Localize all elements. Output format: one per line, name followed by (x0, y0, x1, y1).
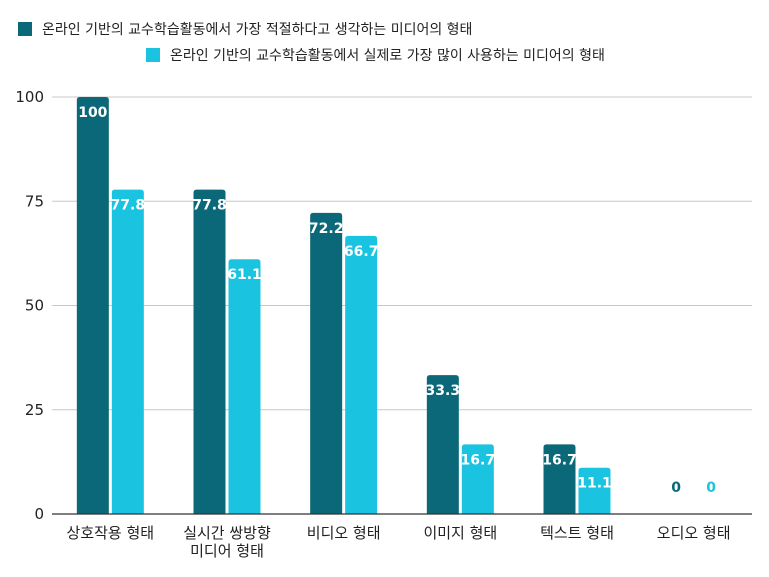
legend: 온라인 기반의 교수학습활동에서 가장 적절하다고 생각하는 미디어의 형태온라… (18, 22, 605, 64)
x-tick-label-2: 실시간 쌍방향 미디어 형태 (183, 524, 271, 560)
data-label-series2-cat3: 66.7 (344, 244, 379, 260)
bar-series1-cat1 (76, 97, 109, 514)
data-label-series1-cat2: 77.8 (192, 198, 227, 214)
data-label-series2-cat6: 0 (706, 480, 716, 496)
x-tick-label-1: 상호작용 형태 (67, 524, 155, 542)
bar-series2-cat3 (345, 235, 378, 514)
legend-label-1: 온라인 기반의 교수학습활동에서 가장 적절하다고 생각하는 미디어의 형태 (42, 22, 472, 38)
legend-swatch-2 (146, 48, 160, 62)
bar-series2-cat1 (111, 189, 144, 514)
data-label-series1-cat3: 72.2 (309, 221, 344, 237)
y-tick-label-25: 25 (25, 401, 44, 419)
y-tick-label-50: 50 (25, 297, 44, 315)
x-tick-label-6: 오디오 형태 (657, 524, 731, 542)
bar-series2-cat4 (461, 444, 494, 514)
bar-series1-cat3 (310, 212, 343, 514)
legend-label-2: 온라인 기반의 교수학습활동에서 실제로 가장 많이 사용하는 미디어의 형태 (170, 48, 605, 64)
gridlines (52, 96, 752, 411)
data-label-series2-cat4: 16.7 (461, 452, 496, 468)
bar-series1-cat2 (193, 189, 226, 514)
data-label-series2-cat1: 77.8 (111, 198, 146, 214)
x-tick-label-4: 이미지 형태 (423, 524, 497, 542)
y-tick-label-75: 75 (25, 192, 44, 210)
x-axis: 상호작용 형태 실시간 쌍방향 미디어 형태 비디오 형태 이미지 형태 텍스트 형태 오디… (52, 513, 752, 560)
data-label-series1-cat1: 100 (78, 105, 107, 121)
legend-swatch-1 (18, 22, 32, 36)
data-label-series2-cat2: 61.1 (227, 267, 262, 283)
bar-series1-cat5 (543, 444, 576, 514)
bar-series2-cat5 (578, 467, 611, 514)
bar-series1-cat4 (426, 375, 459, 514)
y-tick-label-100: 100 (15, 88, 44, 106)
y-axis: 0 25 50 75 100 (15, 88, 44, 523)
y-tick-label-0: 0 (34, 505, 44, 523)
data-label-series1-cat5: 16.7 (542, 452, 577, 468)
x-tick-label-5: 텍스트 형태 (540, 524, 614, 542)
x-tick-label-3: 비디오 형태 (307, 524, 381, 542)
data-label-series2-cat5: 11.1 (577, 476, 612, 492)
data-label-series1-cat6: 0 (671, 480, 681, 496)
data-label-series1-cat4: 33.3 (426, 383, 461, 399)
bar-series2-cat2 (228, 259, 261, 514)
